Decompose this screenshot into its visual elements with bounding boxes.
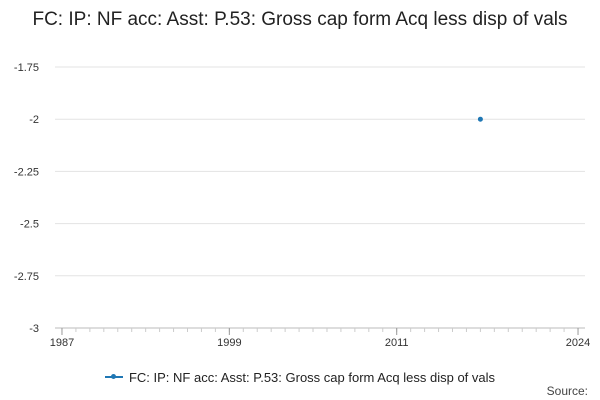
y-tick-label: -2.5 bbox=[20, 219, 39, 231]
y-tick-label: -2 bbox=[29, 114, 39, 126]
chart-title: FC: IP: NF acc: Asst: P.53: Gross cap fo… bbox=[32, 9, 568, 30]
x-tick-label: 1999 bbox=[217, 337, 241, 349]
legend-line-marker-icon bbox=[104, 374, 123, 379]
y-tick-label: -2.75 bbox=[14, 271, 39, 283]
x-tick-label: 2024 bbox=[566, 337, 590, 349]
chart-legend: FC: IP: NF acc: Asst: P.53: Gross cap fo… bbox=[0, 366, 600, 385]
legend-item: FC: IP: NF acc: Asst: P.53: Gross cap fo… bbox=[104, 369, 496, 385]
data-point bbox=[477, 116, 483, 122]
legend-label: FC: IP: NF acc: Asst: P.53: Gross cap fo… bbox=[128, 369, 496, 385]
source-label: Source: bbox=[546, 384, 588, 398]
y-tick-label: -1.75 bbox=[14, 62, 39, 74]
y-tick-label: -2.25 bbox=[14, 166, 39, 178]
x-tick-label: 1987 bbox=[50, 337, 74, 349]
y-tick-label: -3 bbox=[29, 323, 39, 335]
x-tick-label: 2011 bbox=[385, 337, 409, 349]
